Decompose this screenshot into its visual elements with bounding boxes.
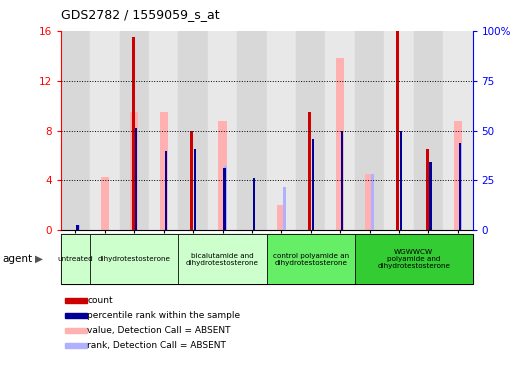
Bar: [325, 31, 355, 230]
Bar: [219, 121, 227, 230]
Bar: [237, 31, 267, 230]
Bar: [61, 234, 473, 284]
Bar: [65, 343, 88, 348]
Bar: [194, 149, 196, 230]
Bar: [131, 37, 135, 230]
Bar: [443, 31, 473, 230]
Text: value, Detection Call = ABSENT: value, Detection Call = ABSENT: [88, 326, 231, 335]
Bar: [312, 139, 314, 230]
Bar: [414, 31, 443, 230]
Bar: [191, 131, 193, 230]
Bar: [224, 166, 227, 230]
Bar: [77, 225, 79, 230]
Bar: [267, 31, 296, 230]
Bar: [336, 58, 344, 230]
Bar: [178, 31, 208, 230]
Bar: [277, 205, 286, 230]
Bar: [296, 31, 325, 230]
Bar: [267, 234, 355, 284]
Bar: [61, 31, 90, 230]
Bar: [130, 112, 138, 230]
Bar: [65, 313, 88, 318]
Text: agent: agent: [3, 254, 33, 264]
Bar: [355, 234, 473, 284]
Bar: [159, 112, 168, 230]
Bar: [77, 225, 80, 230]
Bar: [149, 31, 178, 230]
Bar: [283, 187, 286, 230]
Text: control polyamide an
dihydrotestosterone: control polyamide an dihydrotestosterone: [272, 253, 349, 266]
Bar: [459, 143, 463, 230]
Bar: [429, 162, 432, 230]
Text: count: count: [88, 296, 113, 305]
Text: dihydrotestosterone: dihydrotestosterone: [98, 256, 171, 262]
Bar: [65, 298, 88, 303]
Bar: [459, 143, 461, 230]
Bar: [384, 31, 414, 230]
Bar: [253, 178, 255, 230]
Bar: [341, 131, 343, 230]
Text: ▶: ▶: [35, 254, 43, 264]
Bar: [397, 31, 399, 230]
Bar: [400, 131, 402, 230]
Bar: [371, 174, 374, 230]
Bar: [90, 31, 119, 230]
Bar: [119, 31, 149, 230]
Bar: [178, 234, 267, 284]
Bar: [208, 31, 237, 230]
Bar: [223, 168, 226, 230]
Bar: [454, 121, 462, 230]
Bar: [135, 128, 137, 230]
Bar: [426, 149, 429, 230]
Text: percentile rank within the sample: percentile rank within the sample: [88, 311, 241, 320]
Bar: [65, 328, 88, 333]
Bar: [61, 234, 90, 284]
Text: WGWWCW
polyamide and
dihydrotestosterone: WGWWCW polyamide and dihydrotestosterone: [377, 249, 450, 269]
Bar: [355, 31, 384, 230]
Bar: [365, 174, 374, 230]
Bar: [165, 151, 167, 230]
Text: bicalutamide and
dihydrotestosterone: bicalutamide and dihydrotestosterone: [186, 253, 259, 266]
Text: rank, Detection Call = ABSENT: rank, Detection Call = ABSENT: [88, 341, 227, 350]
Text: GDS2782 / 1559059_s_at: GDS2782 / 1559059_s_at: [61, 8, 219, 21]
Text: untreated: untreated: [58, 256, 93, 262]
Bar: [90, 234, 178, 284]
Bar: [308, 112, 311, 230]
Bar: [101, 177, 109, 230]
